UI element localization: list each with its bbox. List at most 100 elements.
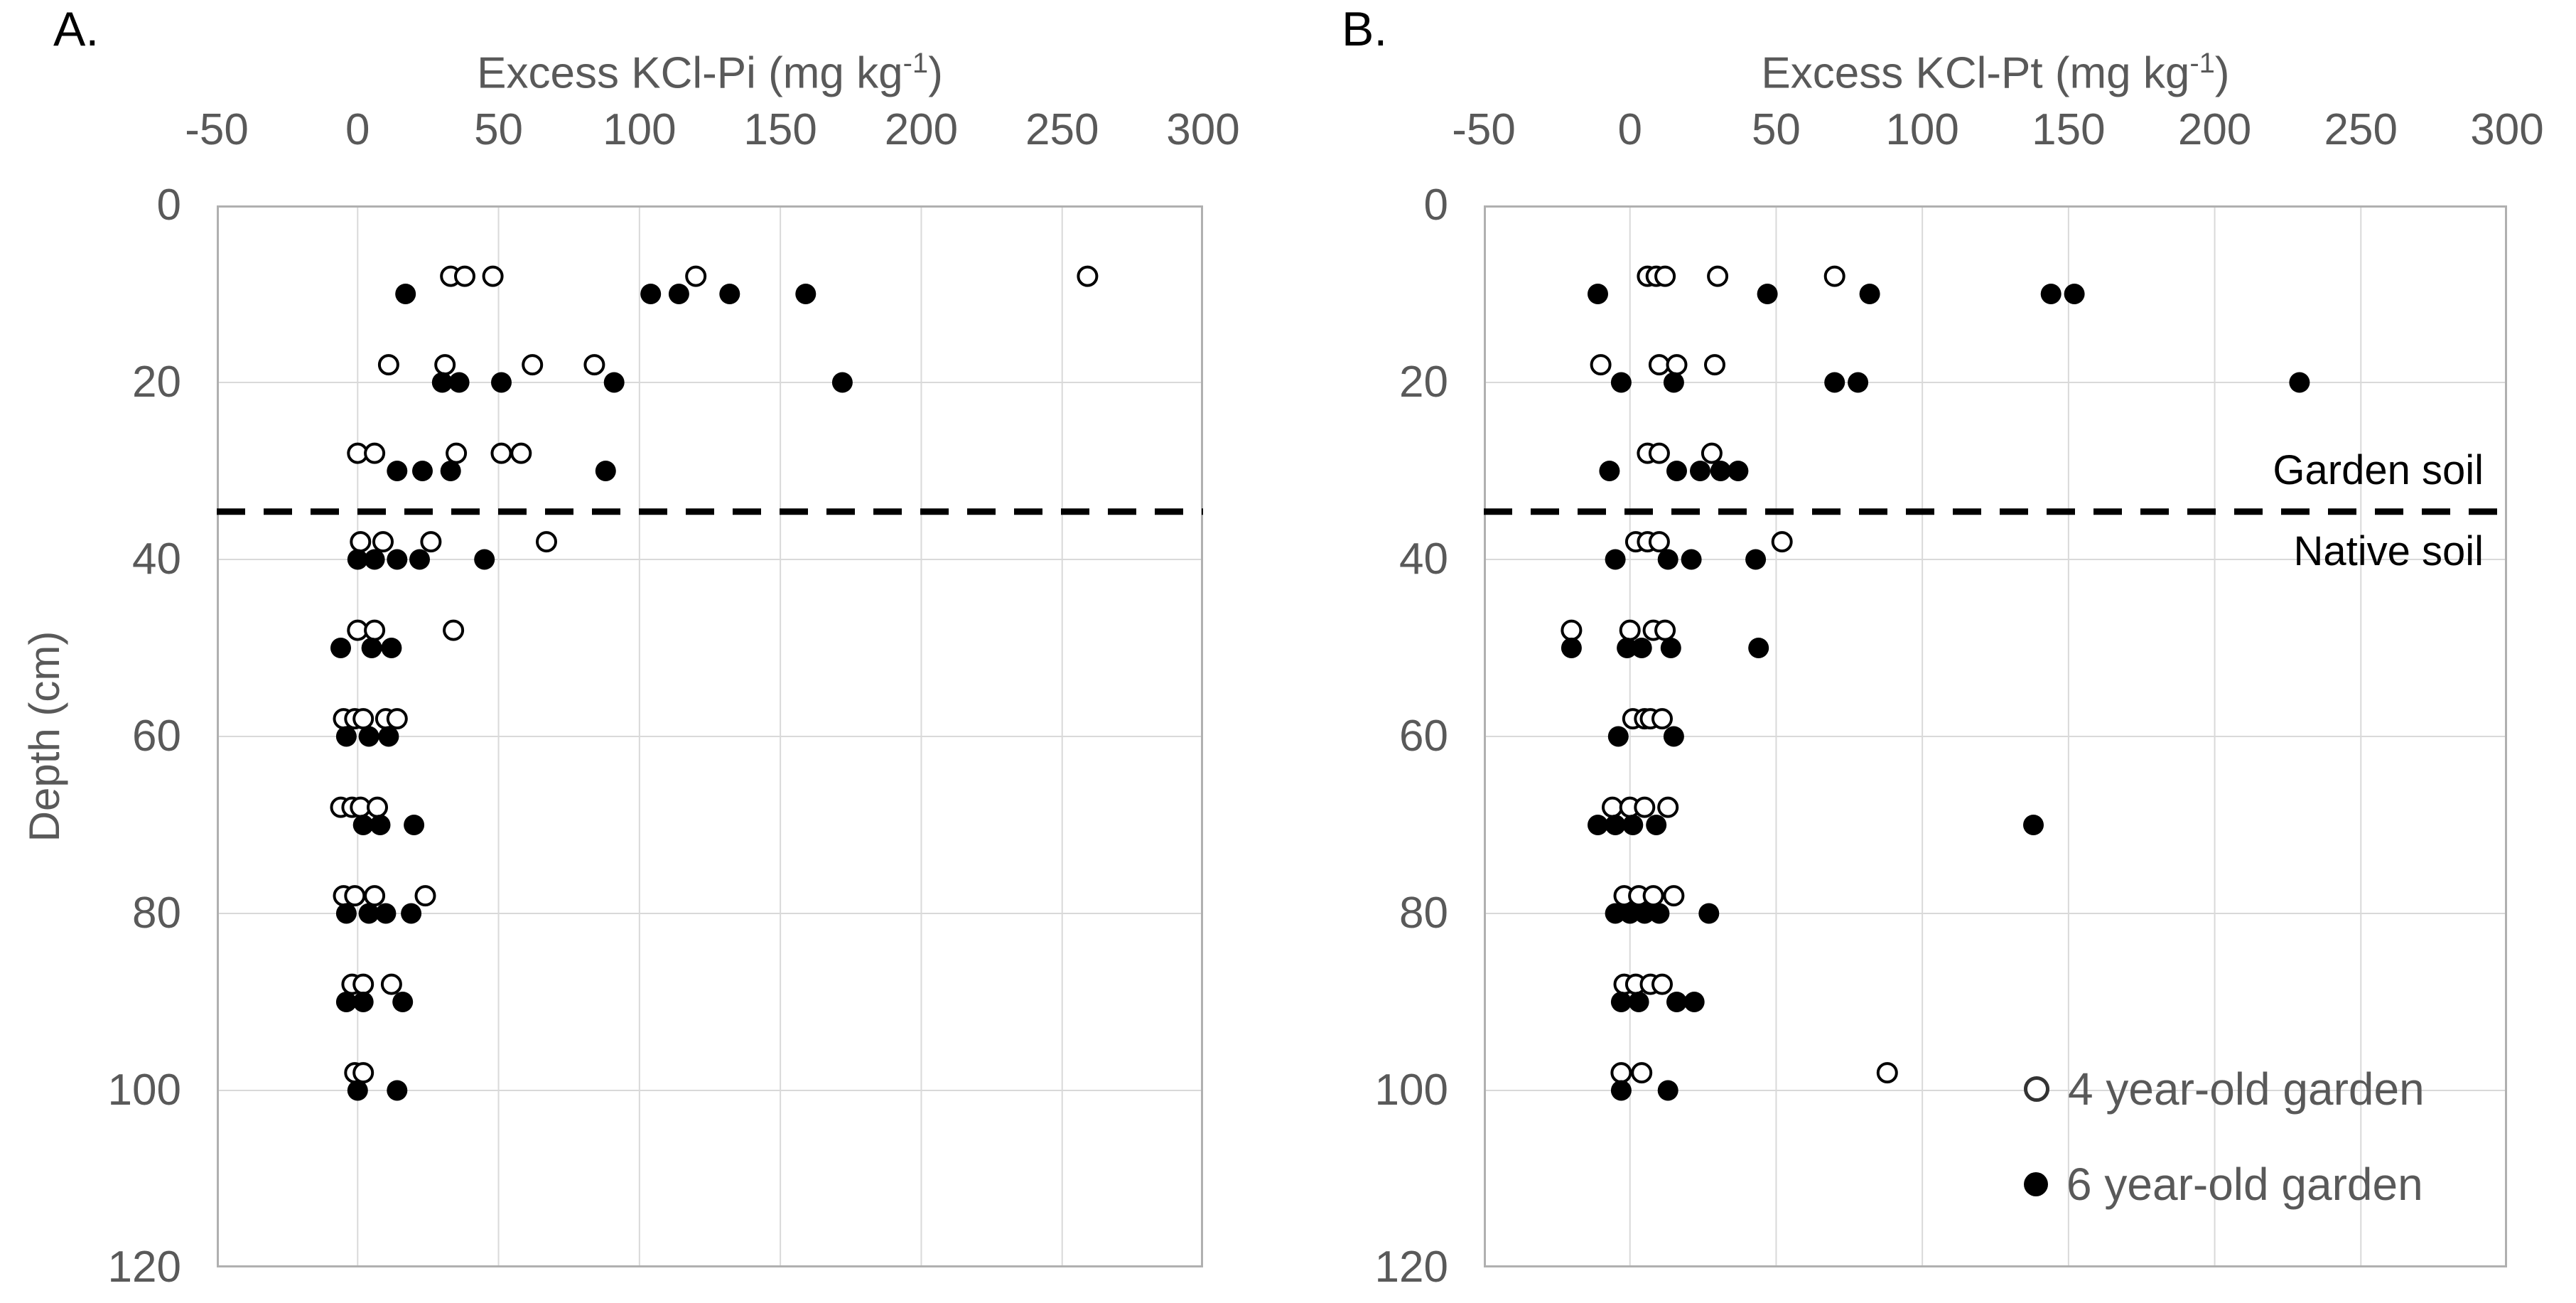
data-point-open-4yr (364, 619, 386, 641)
data-point-filled-6yr (2064, 284, 2085, 304)
data-point-filled-6yr (831, 372, 853, 393)
legend-item-4-year: 4 year-old garden (2024, 1058, 2425, 1120)
data-point-filled-6yr (1757, 284, 1778, 304)
data-point-filled-6yr (1666, 992, 1687, 1012)
x-axis-tick-label: 100 (1885, 105, 1959, 154)
panel-b-letter: B. (1342, 2, 1388, 56)
data-point-open-4yr (1771, 531, 1793, 553)
data-point-filled-6yr (603, 372, 625, 393)
data-point-filled-6yr (387, 1080, 408, 1101)
data-point-open-4yr (377, 354, 399, 376)
panel-b-plot-area (1484, 205, 2507, 1267)
x-axis-tick-label: 50 (1751, 105, 1801, 154)
data-point-open-4yr (1654, 619, 1676, 641)
data-point-open-4yr (1631, 1062, 1653, 1084)
data-point-open-4yr (685, 265, 707, 287)
data-point-filled-6yr (1634, 903, 1655, 924)
data-point-filled-6yr (404, 815, 425, 835)
data-point-filled-6yr (1561, 638, 1582, 658)
data-point-filled-6yr (1610, 992, 1632, 1012)
data-point-filled-6yr (1859, 284, 1880, 304)
data-point-open-4yr (414, 885, 436, 907)
data-point-open-4yr (1602, 796, 1623, 818)
y-axis-tick-label: 80 (132, 889, 181, 938)
data-point-open-4yr (1648, 354, 1670, 376)
legend-label-4-year: 4 year-old garden (2068, 1063, 2425, 1115)
panel-b-axis-title: Excess KCl-Pt (mg kg-1) (1484, 34, 2507, 98)
data-point-open-4yr (367, 796, 388, 818)
data-point-filled-6yr (595, 461, 616, 481)
data-point-open-4yr (1651, 973, 1673, 995)
data-point-open-4yr (1651, 708, 1673, 730)
data-point-filled-6yr (1698, 903, 1720, 924)
data-point-open-4yr (482, 265, 504, 287)
filled-circle-marker-icon (2024, 1172, 2048, 1196)
data-point-filled-6yr (409, 549, 430, 570)
x-axis-tick-label: 100 (603, 105, 677, 154)
data-point-filled-6yr (347, 549, 368, 570)
data-point-open-4yr (1701, 442, 1723, 464)
data-point-open-4yr (1619, 619, 1641, 641)
data-point-open-4yr (1648, 442, 1670, 464)
panel-b-title-superscript: -1 (2189, 48, 2215, 79)
data-point-filled-6yr (381, 638, 402, 658)
y-axis-tick-label: 60 (132, 712, 181, 761)
data-point-filled-6yr (1683, 992, 1705, 1012)
x-axis-tick-label: 0 (345, 105, 370, 154)
data-point-filled-6yr (440, 461, 461, 481)
x-axis-tick-label: 300 (1166, 105, 1240, 154)
data-point-filled-6yr (1728, 461, 1749, 481)
data-point-filled-6yr (1657, 1080, 1678, 1101)
plot-border (1484, 205, 2507, 1267)
panel-a-title-superscript: -1 (902, 48, 929, 79)
data-point-filled-6yr (358, 903, 379, 924)
data-point-open-4yr (510, 442, 532, 464)
data-point-filled-6yr (1710, 461, 1731, 481)
data-point-open-4yr (1648, 531, 1670, 553)
data-point-filled-6yr (491, 372, 512, 393)
y-axis-tick-label: 0 (156, 181, 181, 230)
data-point-filled-6yr (392, 992, 414, 1012)
data-point-open-4yr (364, 885, 386, 907)
x-axis-tick-label: -50 (1452, 105, 1516, 154)
legend-label-6-year: 6 year-old garden (2066, 1159, 2423, 1210)
data-point-filled-6yr (387, 549, 408, 570)
data-point-filled-6yr (2023, 815, 2044, 835)
x-axis-tick-label: 50 (474, 105, 524, 154)
data-point-filled-6yr (1745, 549, 1767, 570)
data-point-filled-6yr (412, 461, 433, 481)
data-point-open-4yr (1654, 265, 1676, 287)
y-axis-tick-label: 20 (1399, 358, 1448, 407)
y-axis-tick-label: 40 (132, 535, 181, 584)
data-point-filled-6yr (395, 284, 416, 304)
data-point-open-4yr (372, 531, 394, 553)
data-point-open-4yr (443, 619, 465, 641)
data-point-filled-6yr (448, 372, 470, 393)
panel-b-title-text: Excess KCl-Pt (mg kg (1761, 48, 2190, 98)
x-axis-tick-label: 300 (2470, 105, 2544, 154)
data-point-filled-6yr (1628, 992, 1649, 1012)
data-point-filled-6yr (1610, 1080, 1632, 1101)
data-point-open-4yr (1610, 1062, 1632, 1084)
data-point-filled-6yr (358, 726, 379, 747)
data-point-open-4yr (344, 885, 366, 907)
data-point-filled-6yr (1622, 815, 1644, 835)
x-axis-tick-label: 0 (1617, 105, 1642, 154)
data-point-open-4yr (420, 531, 442, 553)
data-point-filled-6yr (668, 284, 689, 304)
data-point-open-4yr (352, 1062, 374, 1084)
data-point-filled-6yr (1824, 372, 1845, 393)
data-point-open-4yr (1590, 354, 1612, 376)
data-point-open-4yr (1707, 265, 1729, 287)
data-point-open-4yr (1634, 796, 1656, 818)
plot-border (217, 205, 1203, 1267)
data-point-open-4yr (350, 531, 372, 553)
panel-a-title-close: ) (928, 48, 943, 98)
data-point-filled-6yr (431, 372, 453, 393)
data-point-filled-6yr (401, 903, 422, 924)
data-point-open-4yr (1561, 619, 1583, 641)
data-point-filled-6yr (474, 549, 495, 570)
data-point-filled-6yr (1748, 638, 1769, 658)
legend: 4 year-old garden 6 year-old garden (2024, 1058, 2425, 1248)
data-point-filled-6yr (352, 815, 374, 835)
